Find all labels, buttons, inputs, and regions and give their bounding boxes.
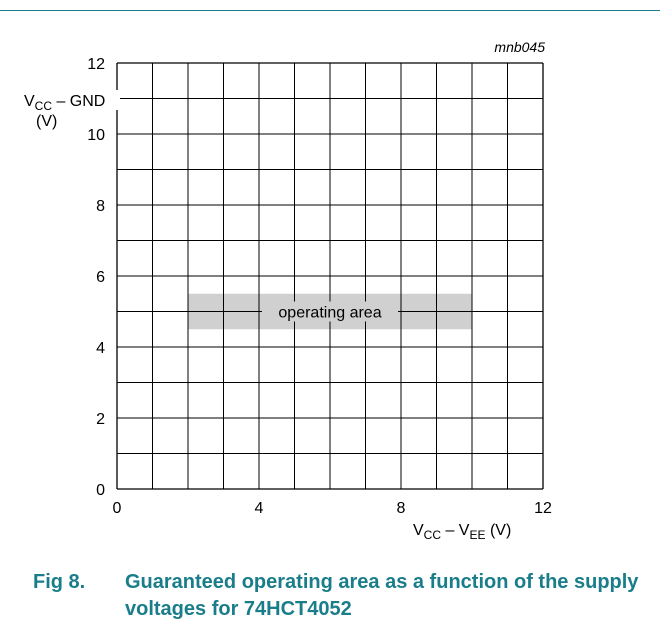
svg-text:VCC – GND: VCC – GND [24,93,105,113]
figure-number: Fig 8. [33,571,86,593]
y-tick-label: 10 [87,127,105,144]
top-rule [0,10,660,11]
grid-layer: operating area [116,62,544,490]
y-tick-label: 6 [96,269,105,286]
operating-area-chart: operating area 0 2 4 6 8 10 12 0 4 8 12 mnb045 VCC… [20,39,552,542]
figure-caption-text: Guaranteed operating area as a function … [125,571,639,620]
x-tick-label: 4 [255,500,264,517]
y-axis-label: VCC – GND (V) [24,93,105,130]
y-tick-label: 0 [96,482,105,499]
tick-labels: 0 2 4 6 8 10 12 0 4 8 12 [87,56,552,517]
svg-text:VCC – VEE (V): VCC – VEE (V) [413,522,511,542]
y-tick-label: 4 [96,340,105,357]
x-tick-label: 0 [113,500,122,517]
x-tick-label: 12 [534,500,552,517]
y-label-background [20,90,120,110]
y-tick-label: 2 [96,411,105,428]
region-label-background [262,301,398,322]
svg-text:(V): (V) [36,113,57,130]
x-tick-label: 8 [397,500,406,517]
y-tick-label: 8 [96,198,105,215]
y-tick-label: 12 [87,56,105,73]
region-label: operating area [278,305,381,322]
x-axis-label: VCC – VEE (V) [413,522,511,542]
figure-id: mnb045 [494,39,545,55]
